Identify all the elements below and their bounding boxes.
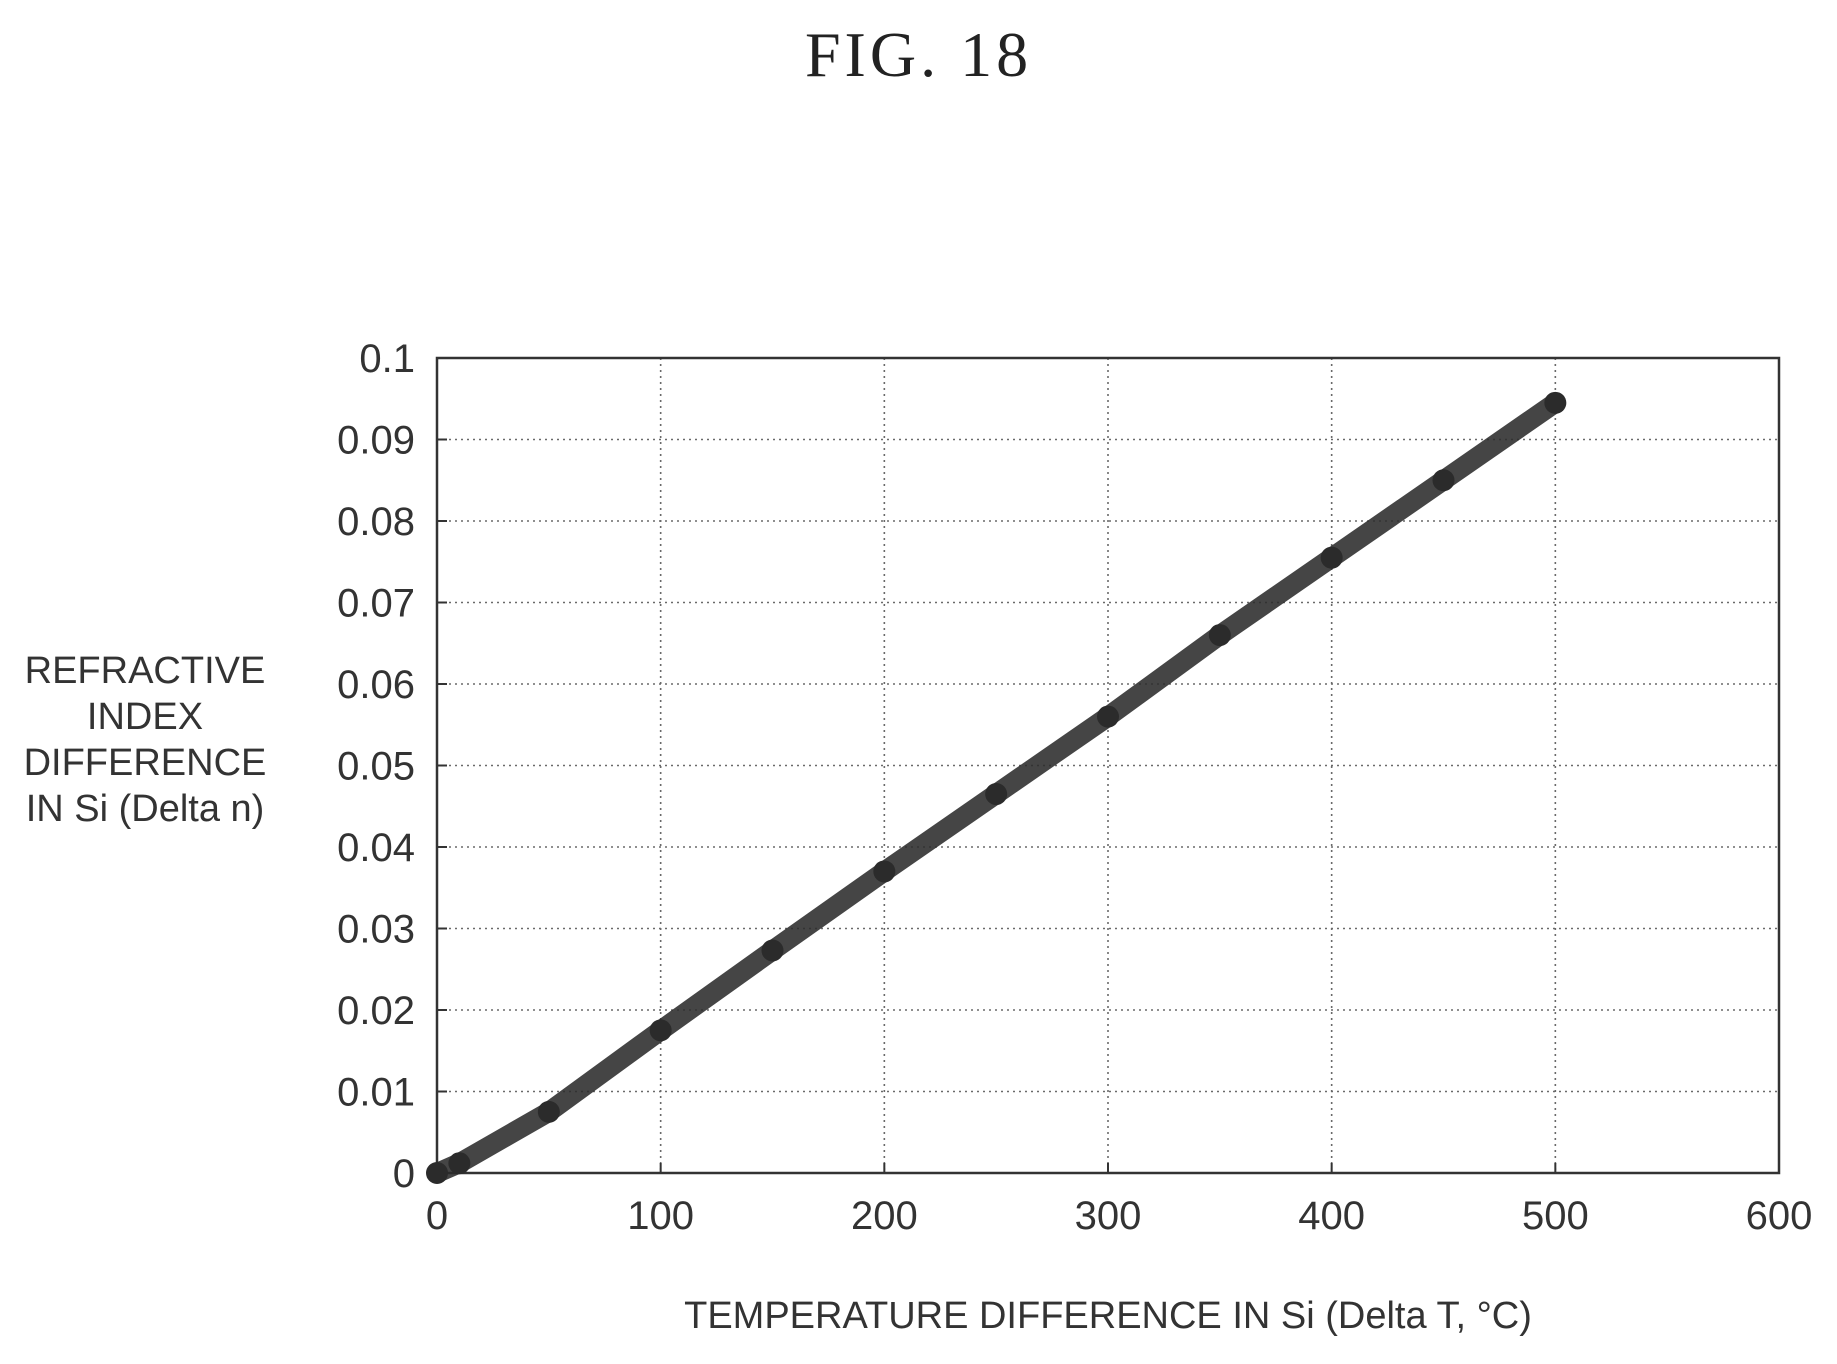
y-tick-label: 0.1 bbox=[359, 337, 415, 381]
data-point bbox=[448, 1152, 471, 1175]
data-point bbox=[649, 1019, 672, 1042]
y-tick-label: 0.08 bbox=[337, 500, 415, 544]
x-tick-label: 600 bbox=[1746, 1194, 1813, 1238]
x-tick-label: 200 bbox=[851, 1194, 918, 1238]
y-tick-label: 0.03 bbox=[337, 908, 415, 952]
x-tick-label: 100 bbox=[627, 1194, 694, 1238]
data-point bbox=[873, 860, 896, 883]
data-point bbox=[761, 939, 784, 962]
series-layer bbox=[426, 391, 1567, 1184]
data-point bbox=[426, 1162, 448, 1184]
y-tick-label: 0.07 bbox=[337, 582, 415, 626]
y-tick-label: 0 bbox=[393, 1152, 415, 1196]
x-tick-label: 0 bbox=[426, 1194, 448, 1238]
y-axis-ticks: 0 0.01 0.02 0.03 0.04 0.05 0.06 0.07 0.08 0.09 0.1 bbox=[337, 337, 447, 1196]
data-point bbox=[985, 783, 1008, 806]
data-point bbox=[1097, 705, 1119, 728]
x-tick-label: 300 bbox=[1075, 1194, 1142, 1238]
y-axis-label: REFRACTIVE INDEX DIFFERENCE IN Si (Delta… bbox=[23, 650, 267, 830]
y-tick-label: 0.06 bbox=[337, 663, 415, 707]
data-point bbox=[1432, 469, 1455, 492]
x-tick-label: 400 bbox=[1298, 1194, 1365, 1238]
y-tick-label: 0.09 bbox=[337, 419, 415, 463]
figure-title: FIG. 18 bbox=[804, 19, 1033, 90]
x-axis-label: TEMPERATURE DIFFERENCE IN Si (Delta T, °… bbox=[684, 1295, 1532, 1337]
data-point bbox=[537, 1100, 560, 1123]
y-tick-label: 0.04 bbox=[337, 826, 415, 870]
y-tick-label: 0.05 bbox=[337, 745, 415, 789]
series-line bbox=[427, 392, 1566, 1183]
data-point bbox=[1320, 546, 1343, 569]
y-tick-label: 0.01 bbox=[337, 1071, 415, 1115]
x-axis-ticks: 0 100 200 300 400 500 600 bbox=[426, 1163, 1813, 1238]
x-tick-label: 500 bbox=[1522, 1194, 1589, 1238]
data-point bbox=[1208, 624, 1231, 647]
y-tick-label: 0.02 bbox=[337, 989, 415, 1033]
data-point bbox=[1544, 391, 1567, 414]
